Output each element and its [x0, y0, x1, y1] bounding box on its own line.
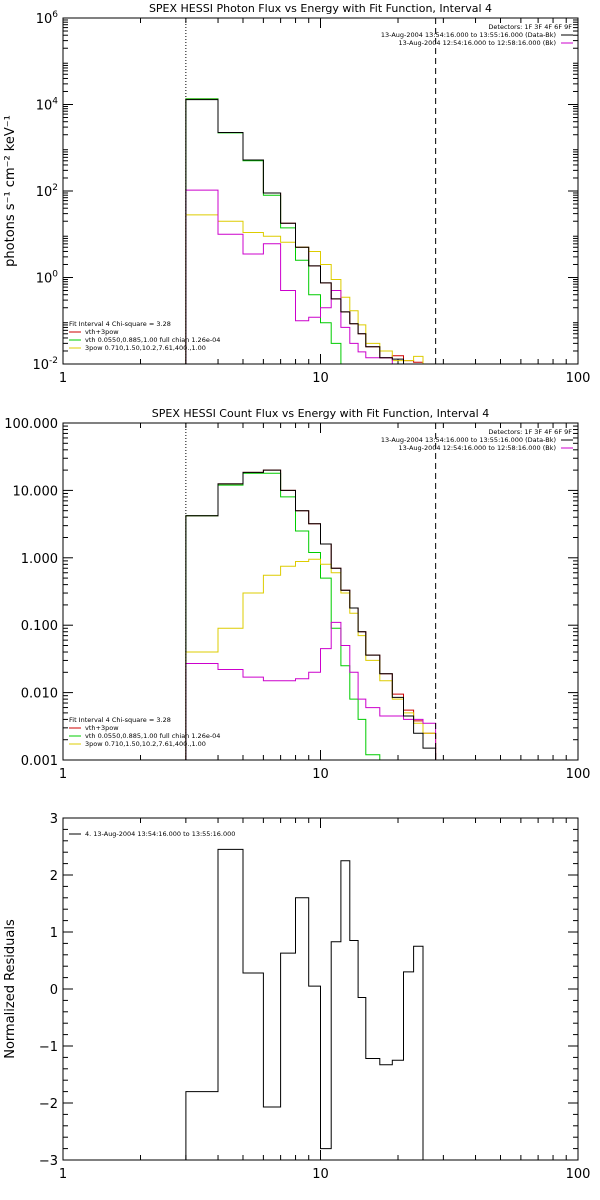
x-tick-label: 10 [312, 371, 329, 386]
y-tick-label: 1.000 [21, 552, 58, 567]
legend-entry: vth+3pow [85, 724, 119, 732]
y-tick-label: 3 [50, 812, 58, 827]
y-tick-label: 0.001 [21, 754, 58, 769]
y-tick-exponent: -2 [49, 356, 58, 366]
y-tick-label: 104 [36, 97, 59, 114]
x-tick-label: 1 [59, 767, 67, 782]
x-tick-label: 100 [566, 1167, 591, 1182]
info-line: Detectors: 1F 3F 4F 6F 9F [488, 23, 572, 31]
x-tick-label: 10 [312, 1167, 329, 1182]
y-tick-base: 10 [36, 12, 53, 27]
series-data-bk [185, 469, 437, 760]
y-tick-label: 10-2 [32, 356, 58, 373]
y-tick-label: 106 [36, 10, 59, 27]
y-tick-label: 0 [50, 983, 58, 998]
y-tick-label: −2 [39, 1097, 58, 1112]
chart-title: SPEX HESSI Count Flux vs Energy with Fit… [152, 407, 489, 420]
info-line: 13-Aug-2004 13:54:16.000 to 13:55:16.000… [381, 436, 556, 444]
legend-entry: 3pow 0.710,1.50,10.2,7.61,400.,1.00 [85, 740, 206, 748]
legend-entry: 4. 13-Aug-2004 13:54:16.000 to 13:55:16.… [85, 830, 235, 838]
y-tick-label: 10.000 [13, 484, 59, 499]
chart-panel-1: SPEX HESSI Photon Flux vs Energy with Fi… [3, 2, 591, 386]
legend-entry: vth 0.0550,0.885,1.00 full chian 1.26e-0… [85, 336, 220, 344]
series-vth [185, 472, 381, 760]
info-line: 13-Aug-2004 12:54:16.000 to 12:58:16.000… [399, 39, 556, 47]
series-bk [185, 621, 437, 760]
y-tick-label: 0.100 [21, 619, 58, 634]
y-tick-label: −3 [39, 1154, 58, 1169]
y-tick-label: 100.000 [4, 417, 58, 432]
y-tick-label: 1 [50, 926, 58, 941]
info-line: 13-Aug-2004 13:54:16.000 to 13:55:16.000… [381, 31, 556, 39]
plot-frame [62, 817, 579, 1161]
chart-title: SPEX HESSI Photon Flux vs Energy with Fi… [149, 2, 492, 15]
y-tick-base: 10 [36, 99, 53, 114]
series-4-13-aug-2004-13-54-16-000-to-13-55-16-000 [185, 848, 424, 1160]
series-vth-3pow [185, 469, 437, 760]
y-tick-base: 10 [36, 185, 53, 200]
y-tick-label: 100 [36, 270, 59, 287]
y-tick-label: 102 [36, 183, 58, 200]
chart-panel-3: Normalized Residuals 1 10 100 −3 −2 −1 0 1 2 3 4. 1… [3, 812, 590, 1182]
x-tick-label: 10 [312, 767, 329, 782]
x-tick-label: 100 [566, 767, 591, 782]
chart-panel-2: SPEX HESSI Count Flux vs Energy with Fit… [4, 407, 591, 782]
y-tick-exponent: 2 [52, 183, 58, 193]
info-line: 13-Aug-2004 12:54:16.000 to 12:58:16.000… [399, 444, 556, 452]
legend-entry: Fit Interval 4 Chi-square = 3.28 [69, 320, 171, 328]
y-axis-label: Normalized Residuals [3, 919, 18, 1059]
y-tick-label: 2 [50, 869, 58, 884]
legend-entry: vth+3pow [85, 328, 119, 336]
x-tick-label: 1 [59, 1167, 67, 1182]
series-vth-3pow [185, 98, 424, 364]
legend-entry: 3pow 0.710,1.50,10.2,7.61,400.,1.00 [85, 344, 206, 352]
y-tick-exponent: 6 [52, 10, 58, 20]
y-tick-base: 10 [36, 272, 53, 287]
plot-frame [62, 17, 579, 365]
series-bk [185, 189, 393, 364]
y-tick-label: 0.010 [21, 687, 58, 702]
plot-frame [62, 422, 579, 761]
y-tick-label: −1 [39, 1040, 58, 1055]
x-tick-label: 100 [566, 371, 591, 386]
legend-entry: vth 0.0550,0.885,1.00 full chian 1.26e-0… [85, 732, 220, 740]
series-data-bk [185, 99, 404, 364]
legend-entry: Fit Interval 4 Chi-square = 3.28 [69, 716, 171, 724]
info-line: Detectors: 1F 3F 4F 6F 9F [488, 428, 572, 436]
x-tick-label: 1 [59, 371, 67, 386]
y-axis-label: photons s⁻¹ cm⁻² keV⁻¹ [3, 115, 18, 267]
y-tick-base: 10 [32, 358, 49, 373]
y-tick-exponent: 0 [52, 270, 58, 280]
y-tick-exponent: 4 [52, 97, 58, 107]
